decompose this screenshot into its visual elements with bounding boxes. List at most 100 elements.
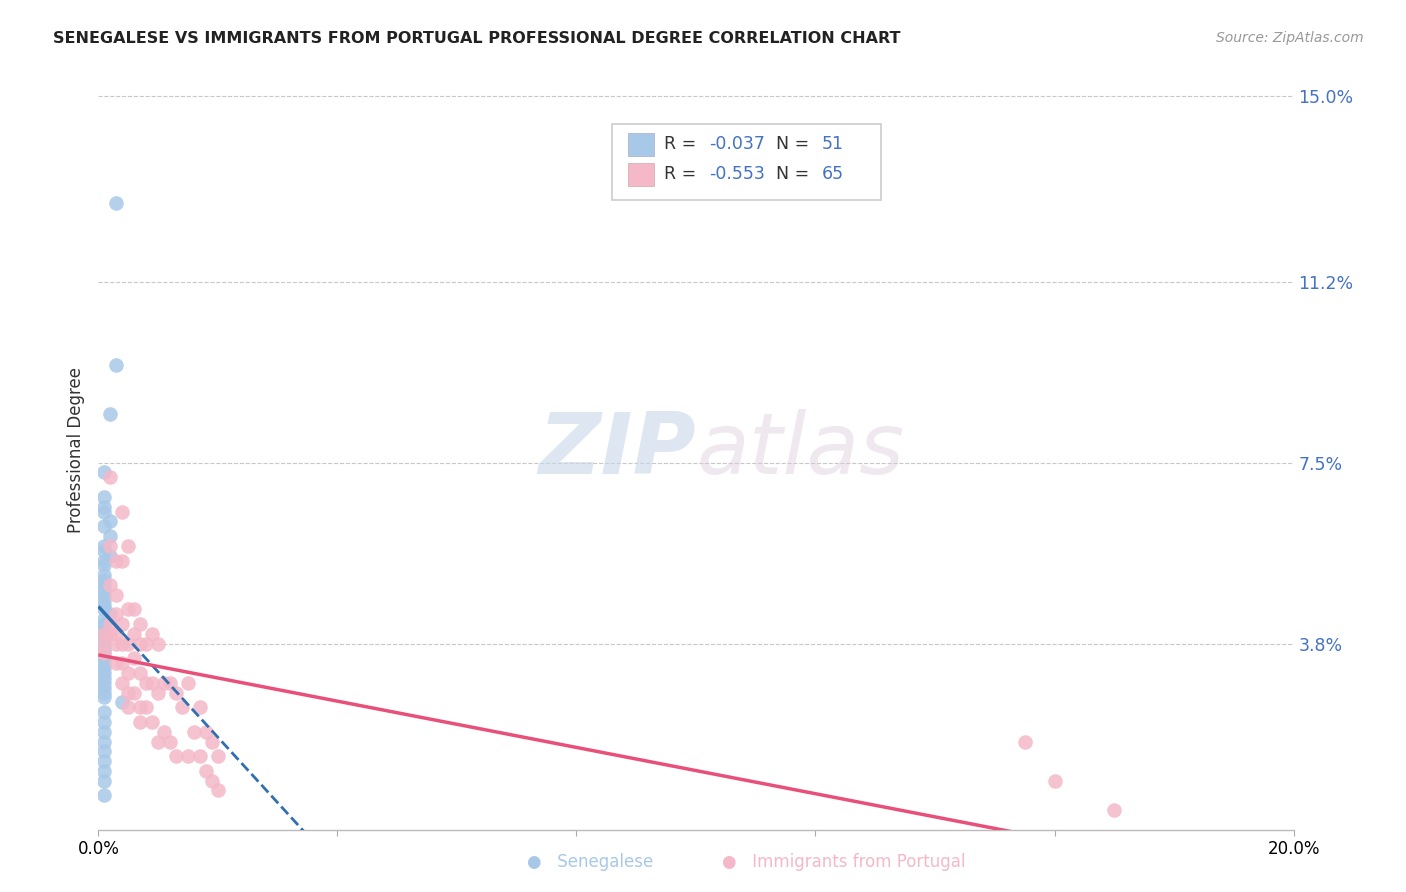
Point <box>188 749 211 764</box>
Point <box>172 700 194 714</box>
Point <box>165 749 187 764</box>
Point <box>153 675 176 690</box>
Point <box>93 612 115 626</box>
Point <box>93 724 115 739</box>
Point <box>93 764 115 778</box>
Point <box>93 627 115 641</box>
Text: Source: ZipAtlas.com: Source: ZipAtlas.com <box>1216 31 1364 45</box>
Point <box>124 651 146 665</box>
Point <box>129 617 152 632</box>
Point <box>93 690 115 705</box>
Point <box>124 602 146 616</box>
Point <box>93 519 115 533</box>
Point <box>135 637 157 651</box>
Point <box>93 705 115 719</box>
Text: atlas: atlas <box>696 409 904 492</box>
Point <box>93 666 115 681</box>
Text: N =: N = <box>765 166 815 184</box>
Point <box>129 714 152 729</box>
Point <box>148 637 170 651</box>
Point <box>93 588 115 602</box>
Point <box>93 578 115 592</box>
Point <box>111 695 134 709</box>
FancyBboxPatch shape <box>628 133 654 155</box>
Point <box>129 700 152 714</box>
Text: ZIP: ZIP <box>538 409 696 492</box>
Point <box>195 764 218 778</box>
Point <box>105 637 128 651</box>
Point <box>98 549 122 563</box>
Point <box>93 568 115 582</box>
Point <box>93 582 115 597</box>
Text: ●   Immigrants from Portugal: ● Immigrants from Portugal <box>721 853 966 871</box>
Point <box>105 196 128 211</box>
Point <box>93 647 115 661</box>
Point <box>124 627 146 641</box>
Point <box>93 675 115 690</box>
Text: -0.553: -0.553 <box>709 166 765 184</box>
Point <box>207 749 229 764</box>
Point <box>117 602 139 616</box>
Point <box>135 700 157 714</box>
Point <box>159 675 181 690</box>
Text: R =: R = <box>664 136 702 153</box>
Point <box>159 734 181 748</box>
Point <box>93 622 115 636</box>
Point <box>117 700 139 714</box>
Point <box>183 724 205 739</box>
Point <box>111 553 134 567</box>
Point <box>105 657 128 671</box>
Point <box>93 685 115 699</box>
Point <box>98 470 122 484</box>
Point <box>93 637 115 651</box>
Point <box>93 681 115 695</box>
Point <box>141 627 163 641</box>
Point <box>177 675 200 690</box>
Point <box>93 773 115 788</box>
Point <box>111 617 134 632</box>
Point <box>188 700 211 714</box>
Point <box>93 543 115 558</box>
Point <box>93 789 115 803</box>
Point <box>93 466 115 480</box>
Point <box>141 714 163 729</box>
Point <box>207 783 229 797</box>
Point <box>111 675 134 690</box>
Point <box>93 651 115 665</box>
Point <box>93 500 115 514</box>
Point <box>98 617 122 632</box>
Point <box>153 724 176 739</box>
FancyBboxPatch shape <box>613 125 882 201</box>
Point <box>1043 773 1066 788</box>
Point <box>93 553 115 567</box>
Point <box>148 734 170 748</box>
Point <box>201 773 224 788</box>
Point <box>105 607 128 622</box>
Point <box>93 573 115 587</box>
Point <box>98 515 122 529</box>
Point <box>93 490 115 504</box>
Point <box>201 734 224 748</box>
Point <box>111 637 134 651</box>
Point <box>93 744 115 758</box>
Point <box>117 666 139 681</box>
Point <box>98 578 122 592</box>
Text: R =: R = <box>664 166 702 184</box>
Text: -0.037: -0.037 <box>709 136 765 153</box>
Point <box>93 641 115 656</box>
Point <box>1104 803 1126 817</box>
Point <box>93 671 115 685</box>
Point <box>129 637 152 651</box>
Text: SENEGALESE VS IMMIGRANTS FROM PORTUGAL PROFESSIONAL DEGREE CORRELATION CHART: SENEGALESE VS IMMIGRANTS FROM PORTUGAL P… <box>53 31 901 46</box>
Point <box>93 754 115 768</box>
Point <box>93 602 115 616</box>
Point <box>98 407 122 421</box>
Point <box>98 607 122 622</box>
Point <box>93 627 115 641</box>
Point <box>135 675 157 690</box>
Point <box>93 661 115 675</box>
Point <box>129 666 152 681</box>
Point <box>105 358 128 372</box>
Text: 65: 65 <box>821 166 844 184</box>
Text: ●   Senegalese: ● Senegalese <box>527 853 654 871</box>
